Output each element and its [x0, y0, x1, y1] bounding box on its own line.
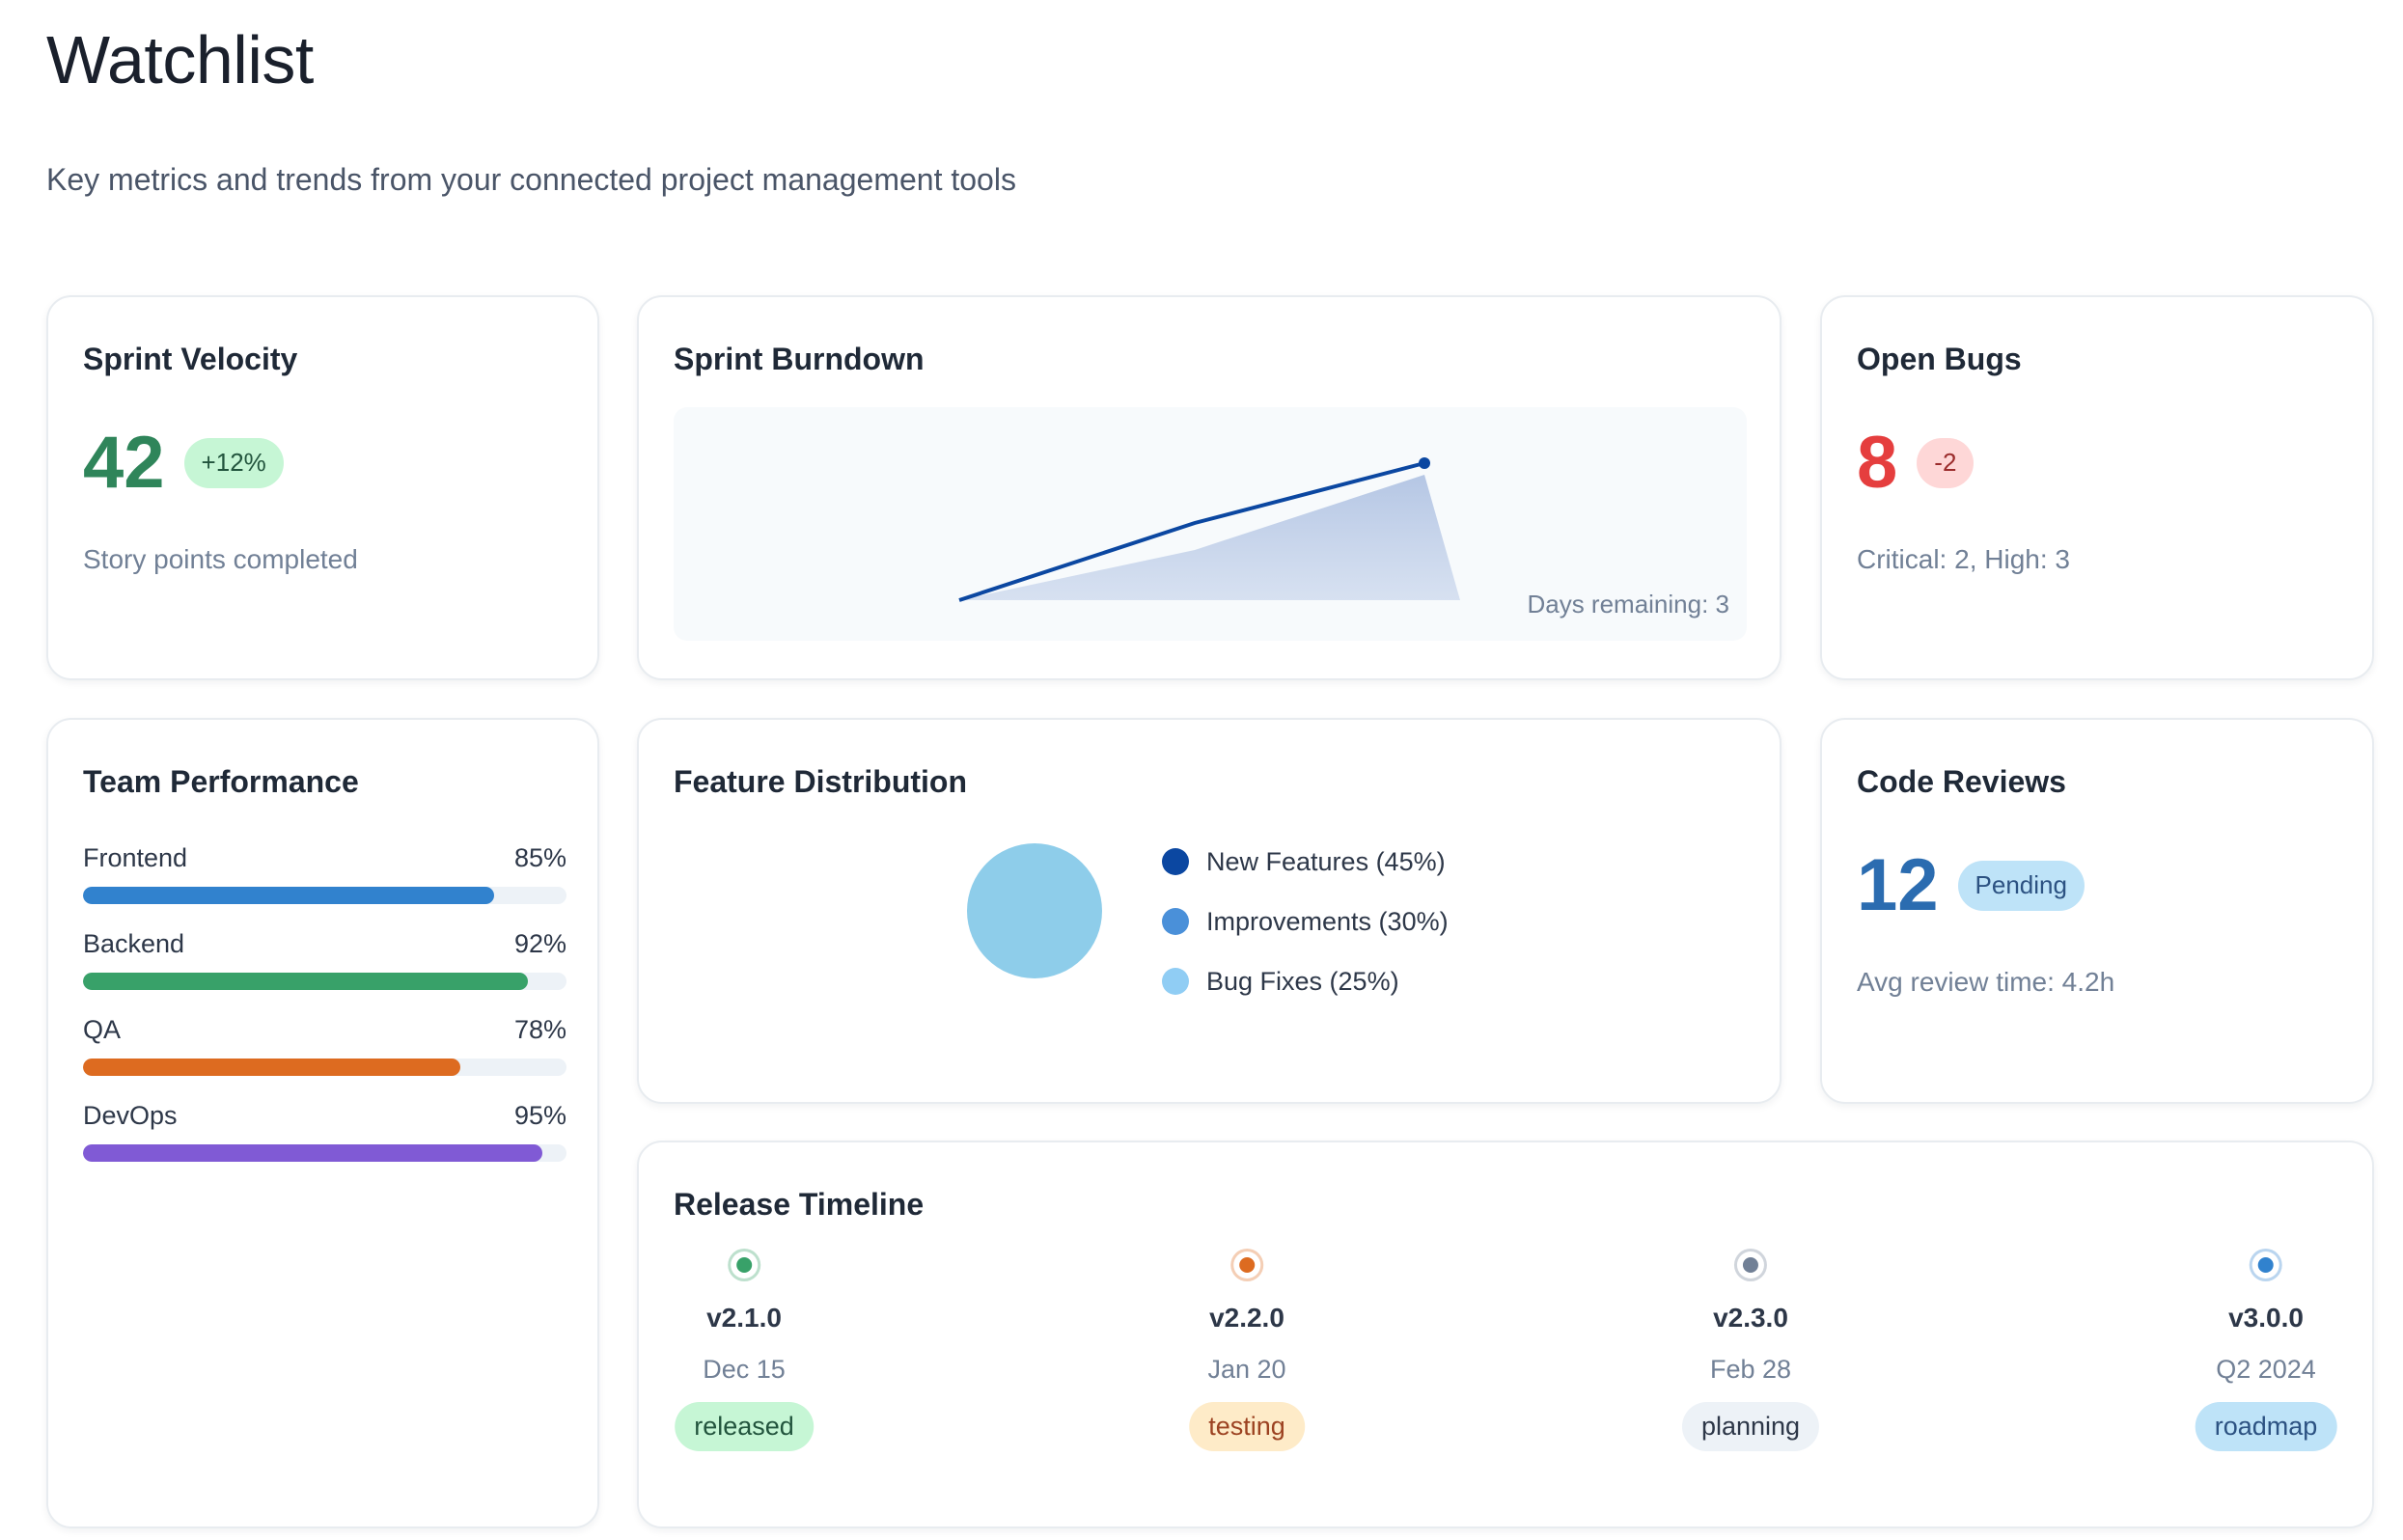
- progress-track: [83, 1059, 566, 1076]
- release-date: Q2 2024: [2216, 1355, 2316, 1384]
- legend-dot: [1162, 908, 1189, 935]
- card-title: Feature Distribution: [674, 764, 968, 799]
- legend-item: Improvements (30%): [1162, 892, 1449, 951]
- legend-item: New Features (45%): [1162, 832, 1449, 892]
- release-timeline-card[interactable]: Release Timeline v2.1.0 Dec 15 released …: [637, 1141, 2374, 1528]
- metric-row: 12 Pending: [1857, 849, 2085, 922]
- perf-label: QA: [83, 1015, 122, 1044]
- perf-value: 92%: [513, 929, 566, 958]
- bugs-change-badge: -2: [1917, 438, 1975, 488]
- bugs-value: 8: [1857, 422, 1898, 504]
- burndown-point: [1419, 457, 1430, 469]
- open-bugs-card[interactable]: Open Bugs 8 -2 Critical: 2, High: 3: [1820, 295, 2374, 680]
- release-status-icon: [1734, 1249, 1767, 1281]
- release-status-icon: [2249, 1249, 2282, 1281]
- days-remaining: Days remaining: 3: [1527, 590, 1729, 619]
- burndown-svg: [958, 457, 1460, 602]
- perf-item-frontend: Frontend 85%: [83, 843, 566, 904]
- legend-label: Improvements (30%): [1206, 906, 1449, 936]
- legend-dot: [1162, 968, 1189, 995]
- performance-list: Frontend 85% Backend 92% QA 78% DevOps 9…: [83, 843, 566, 1187]
- release-status-badge: planning: [1681, 1402, 1820, 1451]
- progress-fill: [83, 973, 528, 990]
- burndown-line: [958, 461, 1425, 602]
- legend-label: Bug Fixes (25%): [1206, 966, 1399, 996]
- perf-label: Backend: [83, 929, 185, 958]
- team-performance-card[interactable]: Team Performance Frontend 85% Backend 92…: [46, 718, 599, 1528]
- progress-fill: [83, 1059, 460, 1076]
- release-status-badge: testing: [1189, 1402, 1305, 1451]
- pie-legend: New Features (45%) Improvements (30%) Bu…: [1162, 832, 1449, 1011]
- feature-distribution-card[interactable]: Feature Distribution New Features (45%) …: [637, 718, 1782, 1104]
- burndown-chart: Days remaining: 3: [674, 407, 1747, 641]
- progress-fill: [83, 887, 494, 904]
- release-status-icon: [727, 1249, 760, 1281]
- perf-item-qa: QA 78%: [83, 1015, 566, 1076]
- velocity-change-badge: +12%: [183, 438, 284, 488]
- progress-track: [83, 887, 566, 904]
- card-title: Release Timeline: [674, 1187, 925, 1222]
- release-item[interactable]: v2.3.0 Feb 28 planning: [1681, 1249, 1820, 1451]
- perf-label: DevOps: [83, 1101, 178, 1130]
- release-date: Dec 15: [703, 1355, 786, 1384]
- pie-slice: [967, 843, 1102, 978]
- release-version: v2.3.0: [1713, 1303, 1788, 1333]
- card-title: Sprint Burndown: [674, 342, 925, 376]
- card-title: Sprint Velocity: [83, 342, 298, 376]
- page-title: Watchlist: [46, 22, 314, 97]
- progress-track: [83, 1144, 566, 1162]
- card-title: Team Performance: [83, 764, 359, 799]
- perf-label: Frontend: [83, 843, 188, 872]
- code-reviews-card[interactable]: Code Reviews 12 Pending Avg review time:…: [1820, 718, 2374, 1104]
- release-date: Jan 20: [1207, 1355, 1286, 1384]
- burndown-area: [959, 475, 1460, 600]
- card-title: Open Bugs: [1857, 342, 2022, 376]
- card-title: Code Reviews: [1857, 764, 2066, 799]
- sprint-velocity-card[interactable]: Sprint Velocity 42 +12% Story points com…: [46, 295, 599, 680]
- perf-value: 78%: [513, 1015, 566, 1044]
- bugs-caption: Critical: 2, High: 3: [1857, 544, 2070, 574]
- release-status-badge: roadmap: [2195, 1402, 2337, 1451]
- perf-value: 85%: [513, 843, 566, 872]
- perf-item-devops: DevOps 95%: [83, 1101, 566, 1162]
- sprint-burndown-card[interactable]: Sprint Burndown Days remaining: 3: [637, 295, 1782, 680]
- pie-svg: [967, 843, 1102, 978]
- release-version: v2.1.0: [706, 1303, 782, 1333]
- release-item[interactable]: v2.2.0 Jan 20 testing: [1189, 1249, 1305, 1451]
- legend-dot: [1162, 848, 1189, 875]
- pie-chart: [965, 841, 1104, 980]
- legend-label: New Features (45%): [1206, 846, 1446, 876]
- page-subtitle: Key metrics and trends from your connect…: [46, 162, 1016, 197]
- reviews-status-badge: Pending: [1957, 861, 2085, 911]
- perf-item-backend: Backend 92%: [83, 929, 566, 990]
- progress-track: [83, 973, 566, 990]
- release-version: v3.0.0: [2228, 1303, 2304, 1333]
- metric-row: 42 +12%: [83, 426, 284, 500]
- progress-fill: [83, 1144, 542, 1162]
- velocity-caption: Story points completed: [83, 544, 358, 574]
- release-item[interactable]: v2.1.0 Dec 15 released: [675, 1249, 814, 1451]
- reviews-caption: Avg review time: 4.2h: [1857, 967, 2115, 997]
- legend-item: Bug Fixes (25%): [1162, 951, 1449, 1011]
- release-status-icon: [1230, 1249, 1263, 1281]
- release-status-badge: released: [675, 1402, 814, 1451]
- release-item[interactable]: v3.0.0 Q2 2024 roadmap: [2195, 1249, 2337, 1451]
- perf-value: 95%: [513, 1101, 566, 1130]
- velocity-value: 42: [83, 422, 165, 504]
- release-date: Feb 28: [1709, 1355, 1792, 1384]
- metric-row: 8 -2: [1857, 422, 1975, 504]
- reviews-value: 12: [1857, 844, 1939, 926]
- release-version: v2.2.0: [1209, 1303, 1284, 1333]
